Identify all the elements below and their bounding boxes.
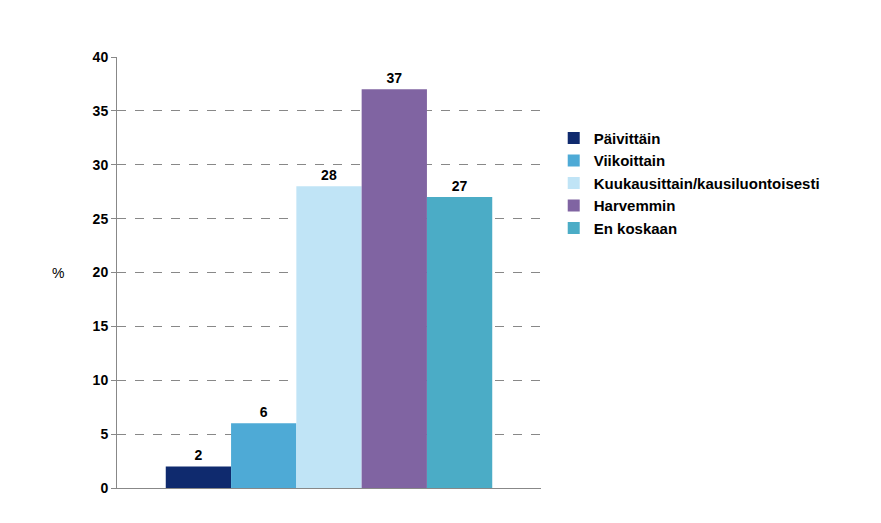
svg-text:25: 25 <box>93 211 109 227</box>
svg-text:15: 15 <box>93 318 109 334</box>
svg-text:6: 6 <box>260 404 268 420</box>
svg-text:2: 2 <box>194 447 202 463</box>
svg-text:5: 5 <box>100 426 108 442</box>
svg-text:0: 0 <box>100 480 108 496</box>
svg-text:27: 27 <box>452 178 468 194</box>
svg-text:Kuukausittain/kausiluontoisest: Kuukausittain/kausiluontoisesti <box>594 175 820 192</box>
svg-text:37: 37 <box>386 70 402 86</box>
svg-text:28: 28 <box>321 167 337 183</box>
svg-text:%: % <box>52 265 64 281</box>
svg-text:En koskaan: En koskaan <box>594 220 677 237</box>
svg-text:40: 40 <box>93 49 109 65</box>
svg-text:Päivittäin: Päivittäin <box>594 130 661 147</box>
svg-text:10: 10 <box>93 372 109 388</box>
svg-text:20: 20 <box>93 264 109 280</box>
svg-text:Harvemmin: Harvemmin <box>594 197 676 214</box>
svg-text:Viikoittain: Viikoittain <box>594 152 665 169</box>
svg-text:35: 35 <box>93 103 109 119</box>
svg-text:30: 30 <box>93 157 109 173</box>
